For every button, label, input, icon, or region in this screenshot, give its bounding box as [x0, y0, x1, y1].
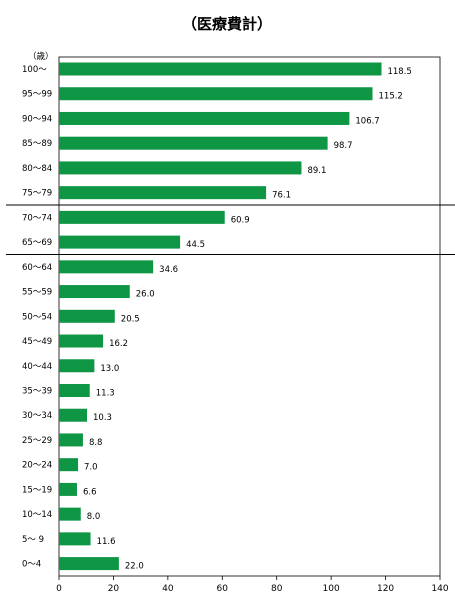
bar-1 — [59, 87, 373, 101]
category-label-9: 55～59 — [22, 288, 52, 298]
category-label-4: 80～84 — [22, 164, 52, 174]
value-label-19: 11.6 — [97, 537, 116, 547]
category-label-11: 45～49 — [22, 337, 52, 347]
value-label-1: 115.2 — [379, 92, 403, 102]
category-label-13: 35～39 — [22, 386, 52, 396]
value-label-11: 16.2 — [109, 339, 128, 349]
value-label-0: 118.5 — [387, 67, 411, 77]
value-label-15: 8.8 — [89, 438, 103, 448]
value-label-9: 26.0 — [136, 290, 155, 300]
bar-9 — [59, 285, 130, 299]
value-label-2: 106.7 — [355, 116, 379, 126]
value-label-8: 34.6 — [159, 265, 178, 275]
x-tick-label-6: 120 — [377, 584, 394, 594]
category-label-17: 15～19 — [22, 485, 52, 495]
bar-15 — [59, 433, 83, 447]
value-label-16: 7.0 — [84, 463, 98, 473]
value-label-17: 6.6 — [83, 487, 97, 497]
category-label-8: 60～64 — [22, 263, 52, 273]
category-label-5: 75～79 — [22, 189, 52, 199]
x-tick-label-7: 140 — [431, 584, 448, 594]
value-label-14: 10.3 — [93, 413, 112, 423]
bars-group — [59, 62, 382, 571]
bar-11 — [59, 334, 104, 348]
y-axis-unit-label: （歳） — [28, 51, 54, 62]
value-label-6: 60.9 — [231, 215, 250, 225]
value-label-4: 89.1 — [307, 166, 326, 176]
category-label-6: 70～74 — [22, 213, 52, 223]
category-label-7: 65～69 — [22, 238, 52, 248]
value-label-20: 22.0 — [125, 562, 144, 572]
plot-frame — [58, 56, 441, 577]
x-tick-label-2: 40 — [162, 584, 174, 594]
category-label-10: 50～54 — [22, 312, 52, 322]
bar-19 — [59, 532, 91, 546]
category-label-12: 40～44 — [22, 362, 52, 372]
bar-17 — [59, 482, 77, 496]
chart-title: （医療費計） — [182, 15, 272, 33]
x-tick-label-5: 100 — [323, 584, 340, 594]
bar-5 — [59, 186, 267, 200]
bar-4 — [59, 161, 302, 175]
bar-20 — [59, 557, 119, 571]
category-label-19: 5～ 9 — [22, 535, 44, 545]
value-label-18: 8.0 — [87, 512, 101, 522]
category-label-14: 30～34 — [22, 411, 52, 421]
bar-8 — [59, 260, 154, 274]
value-label-13: 11.3 — [96, 388, 115, 398]
x-tick-label-0: 0 — [56, 584, 62, 594]
category-label-1: 95～99 — [22, 90, 52, 100]
value-label-7: 44.5 — [186, 240, 205, 250]
bar-7 — [59, 235, 181, 249]
category-label-16: 20～24 — [22, 461, 52, 471]
bar-12 — [59, 359, 95, 373]
value-label-5: 76.1 — [272, 191, 291, 201]
category-labels: 100～ 95～99 90～94 85～89 80～84 75～79 70～74 65～69 6… — [22, 65, 52, 570]
bar-14 — [59, 408, 88, 422]
x-tick-label-4: 80 — [271, 584, 283, 594]
x-axis-ticks: 0 20 40 60 80 100 120 140 — [56, 576, 449, 594]
category-label-15: 25～29 — [22, 436, 52, 446]
bar-6 — [59, 210, 225, 224]
x-tick-label-3: 60 — [217, 584, 229, 594]
group-separators — [6, 204, 455, 255]
bar-18 — [59, 507, 81, 521]
bar-2 — [59, 111, 350, 125]
bar-13 — [59, 383, 90, 397]
bar-0 — [59, 62, 382, 76]
value-label-3: 98.7 — [334, 141, 353, 151]
category-label-3: 85～89 — [22, 139, 52, 149]
value-label-10: 20.5 — [121, 314, 140, 324]
value-labels: 118.5 115.2 106.7 98.7 89.1 76.1 60.9 44.5 34.6 2… — [83, 67, 412, 572]
category-label-20: 0～4 — [22, 560, 41, 570]
bar-10 — [59, 309, 115, 323]
x-tick-label-1: 20 — [108, 584, 120, 594]
bar-16 — [59, 458, 79, 472]
category-label-2: 90～94 — [22, 114, 52, 124]
bar-3 — [59, 136, 328, 150]
value-label-12: 13.0 — [100, 364, 119, 374]
category-label-18: 10～14 — [22, 510, 52, 520]
category-label-0: 100～ — [22, 65, 47, 75]
